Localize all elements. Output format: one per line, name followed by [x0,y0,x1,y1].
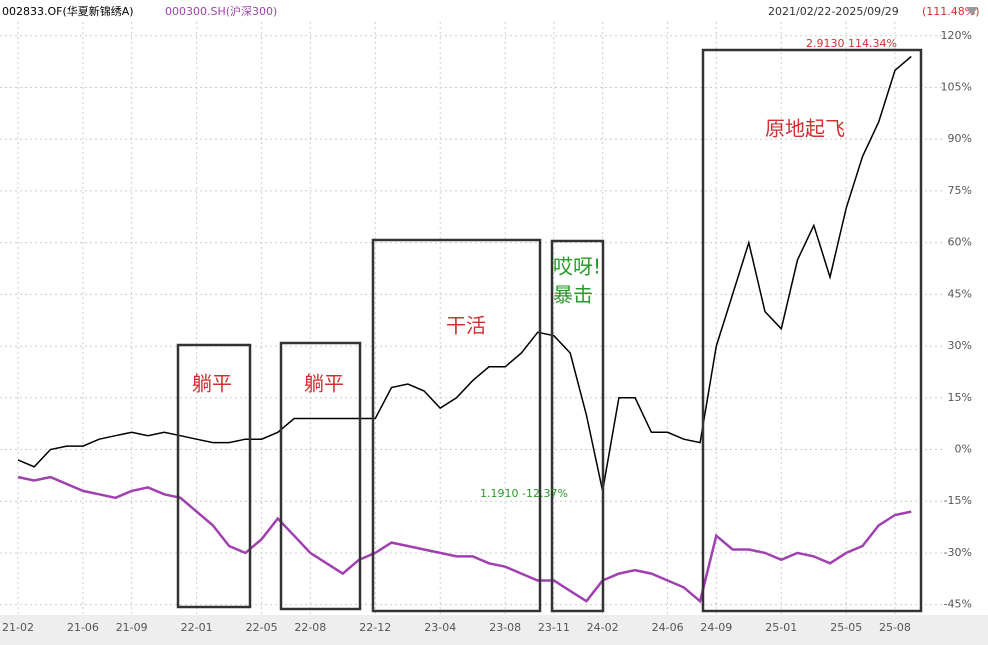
x-tick-label: 22-08 [294,621,326,634]
annotation-box [176,343,252,609]
range-return: (111.48%) [922,5,980,18]
annotation-box [279,341,362,611]
annotation: 原地起飞 [765,117,845,141]
y-tick-label: 120% [941,29,972,42]
y-tick-label: 105% [941,81,972,94]
y-tick-label: -30% [944,546,972,559]
annotation: 暴击 [553,283,593,307]
x-tick-label: 23-11 [538,621,570,634]
max-label: 2.9130 114.34% [806,37,897,50]
y-tick-label: 15% [948,391,972,404]
min-label: 1.1910 -12.37% [480,487,568,500]
range-label: 2021/02/22-2025/09/29 [768,5,899,18]
y-tick-label: 75% [948,184,972,197]
dropdown-icon[interactable] [966,7,978,16]
y-tick-label: 30% [948,339,972,352]
annotation: 哎呀! [553,255,601,279]
series-line [17,55,912,492]
annotation-box [371,238,542,613]
legend-entry: 000300.SH(沪深300) [165,4,277,18]
x-axis-strip [0,615,988,645]
x-tick-label: 24-02 [587,621,619,634]
y-tick-label: -45% [944,598,972,611]
x-tick-label: 24-06 [652,621,684,634]
x-tick-label: 25-08 [879,621,911,634]
annotation: 躺平 [192,372,232,396]
x-tick-label: 23-04 [424,621,456,634]
x-tick-label: 24-09 [700,621,732,634]
x-tick-label: 21-06 [67,621,99,634]
y-tick-label: 45% [948,287,972,300]
x-tick-label: 21-09 [116,621,148,634]
annotation-box [701,48,923,613]
y-tick-label: 60% [948,236,972,249]
x-tick-label: 25-05 [830,621,862,634]
y-tick-label: 0% [955,443,972,456]
y-tick-label: 90% [948,132,972,145]
x-tick-label: 22-12 [359,621,391,634]
x-tick-label: 22-01 [181,621,213,634]
x-tick-label: 25-01 [765,621,797,634]
annotation: 躺平 [304,372,344,396]
annotation: 干活 [446,314,486,338]
annotation-box [550,239,605,613]
x-tick-label: 22-05 [246,621,278,634]
x-tick-label: 23-08 [489,621,521,634]
x-tick-label: 21-02 [2,621,34,634]
y-tick-label: -15% [944,494,972,507]
series-line [17,475,912,604]
legend-entry: 002833.OF(华夏新锦绣A) [2,4,134,18]
